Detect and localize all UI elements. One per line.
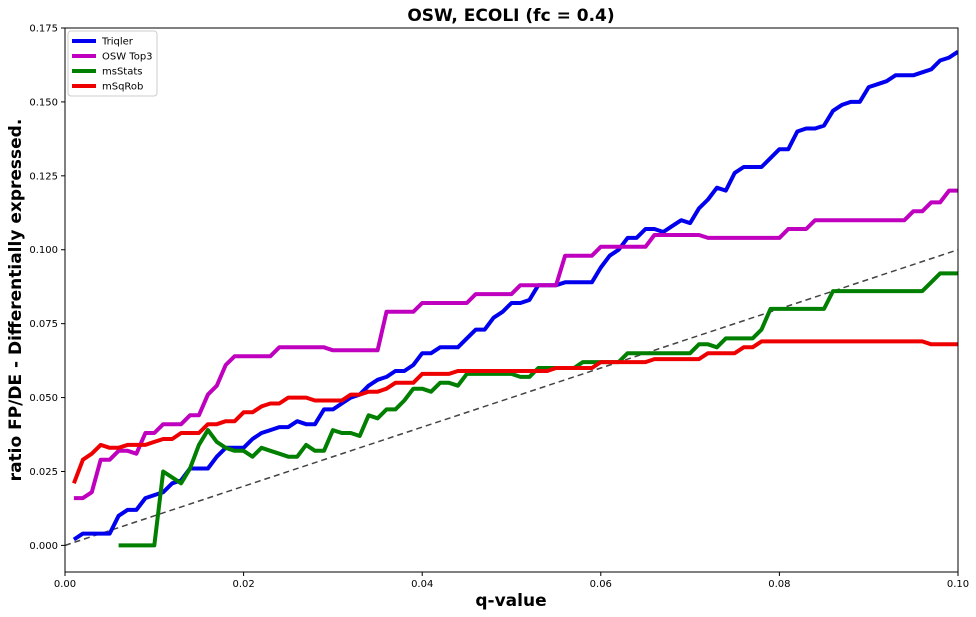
- x-axis: 0.00 0.02 0.04 0.06 0.08 0.10: [54, 572, 969, 590]
- x-tick-label: 0.00: [54, 579, 76, 590]
- legend: Triqler OSW Top3 msStats mSqRob: [67, 30, 158, 97]
- y-tick-label: 0.125: [29, 171, 58, 182]
- y-tick-label: 0.000: [29, 541, 58, 552]
- legend-label-triqler: Triqler: [101, 37, 134, 48]
- x-tick-label: 0.08: [768, 579, 790, 590]
- y-tick-label: 0.175: [29, 24, 58, 35]
- legend-label-msstats: msStats: [102, 67, 142, 78]
- x-tick-label: 0.04: [411, 579, 433, 590]
- y-axis-label: ratio FP/DE - Differentially expressed.: [6, 119, 26, 482]
- plot-frame: [64, 27, 959, 573]
- y-tick-label: 0.075: [29, 319, 58, 330]
- x-tick-label: 0.02: [232, 579, 254, 590]
- y-tick-label: 0.050: [29, 393, 58, 404]
- series-line-osw-top3: [73, 188, 958, 501]
- legend-label-osw-top3: OSW Top3: [102, 52, 153, 63]
- series-line-triqler: [72, 50, 958, 542]
- legend-label-msqrob: mSqRob: [102, 82, 143, 93]
- y-axis: 0.000 0.025 0.050 0.075 0.100 0.125 0.150 0.175: [29, 24, 65, 552]
- chart-title: OSW, ECOLI (fc = 0.4): [407, 6, 614, 26]
- reference-line: [65, 249, 958, 547]
- y-tick-label: 0.150: [29, 97, 58, 108]
- legend-box: [67, 30, 158, 97]
- x-tick-label: 0.06: [590, 579, 612, 590]
- series-line-msqrob: [72, 339, 958, 485]
- series-line-msstats: [118, 271, 958, 548]
- y-tick-label: 0.100: [29, 245, 58, 256]
- y-tick-label: 0.025: [29, 467, 58, 478]
- x-tick-label: 0.10: [947, 579, 969, 590]
- plot-area: [65, 50, 958, 548]
- x-axis-label: q-value: [475, 591, 546, 611]
